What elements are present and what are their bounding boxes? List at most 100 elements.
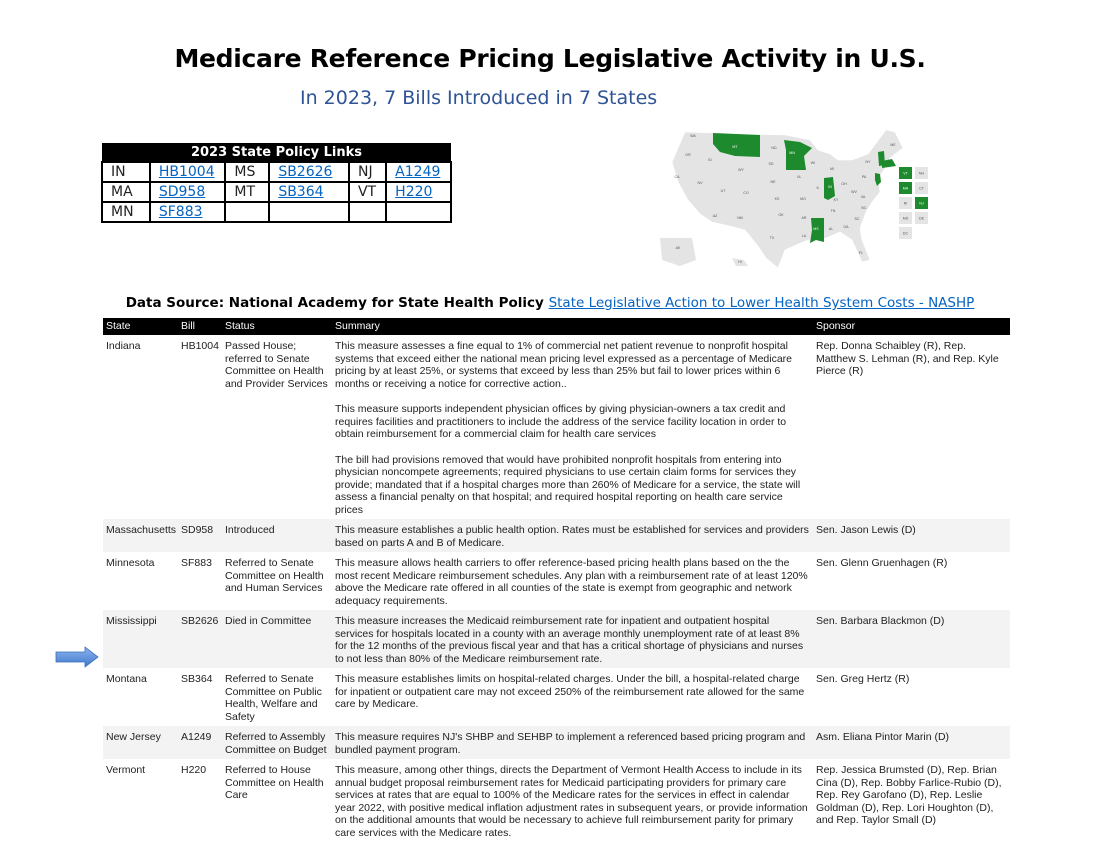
tile-label: DE bbox=[919, 216, 925, 220]
cell-sponsor: Sen. Barbara Blackmon (D) bbox=[813, 610, 1010, 668]
cell-status: Referred to House Committee on Health Ca… bbox=[225, 764, 324, 801]
cell-sponsor: Rep. Donna Schaibley (R), Rep. Matthew S… bbox=[816, 340, 999, 377]
table-row: Mississippi SB2626 Died in Committee This m… bbox=[103, 610, 1010, 668]
bill-link[interactable]: SB364 bbox=[278, 184, 324, 200]
legislation-table: State Bill Status Summary Sponsor Indiana HB1… bbox=[103, 318, 1010, 842]
state-nj-highlight bbox=[875, 173, 881, 186]
cell-bill: H220 bbox=[181, 764, 207, 776]
bill-link[interactable]: SD958 bbox=[158, 184, 206, 200]
cell-status: Referred to Senate Committee on Public H… bbox=[225, 673, 322, 723]
state-label: NM bbox=[737, 216, 743, 220]
state-tile-ct bbox=[915, 182, 928, 194]
state-label: OR bbox=[685, 153, 691, 157]
state-label: TN bbox=[831, 209, 836, 213]
link-bill-cell: A1249 bbox=[385, 161, 452, 183]
state-label: MI bbox=[830, 167, 834, 171]
state-label: AK bbox=[676, 246, 681, 250]
cell-state: Minnesota bbox=[106, 557, 155, 569]
summary-paragraph: This measure establishes a public health… bbox=[335, 524, 809, 549]
state-label: OK bbox=[778, 213, 784, 217]
state-tile-md bbox=[899, 212, 912, 224]
cell-summary: This measure establishes a public health… bbox=[332, 519, 813, 552]
links-table-header: 2023 State Policy Links bbox=[102, 143, 451, 162]
state-label: KY bbox=[834, 198, 839, 202]
tile-label: MD bbox=[903, 216, 909, 220]
summary-paragraph: The bill had provisions removed that wou… bbox=[335, 453, 801, 516]
bill-link[interactable]: H220 bbox=[395, 184, 433, 200]
cell-summary: This measure requires NJ's SHBP and SEHB… bbox=[332, 726, 813, 759]
link-bill-cell: SD958 bbox=[148, 181, 227, 203]
bill-link[interactable]: SF883 bbox=[158, 204, 203, 220]
cell-status: Referred to Assembly Committee on Budget bbox=[222, 726, 332, 759]
state-label: UT bbox=[721, 189, 727, 193]
state-label: SC bbox=[855, 217, 860, 221]
link-state bbox=[224, 201, 271, 223]
cell-state: Vermont bbox=[106, 764, 146, 776]
state-in-highlight bbox=[824, 177, 835, 200]
state-label: AZ bbox=[713, 214, 718, 218]
tile-label: NH bbox=[919, 171, 925, 175]
link-state: NJ bbox=[347, 161, 388, 183]
page-title: Medicare Reference Pricing Legislative A… bbox=[174, 44, 926, 73]
cell-summary: This measure establishes limits on hospi… bbox=[332, 668, 813, 726]
us-state-map: WA OR ID CA NV UT AZ MT WY CO NM ND SD NE KS OK TX MN IA MO… bbox=[660, 129, 928, 269]
state-mt-highlight bbox=[713, 133, 760, 157]
link-state: MA bbox=[101, 181, 151, 203]
state-label: CA bbox=[675, 175, 681, 179]
link-state: IN bbox=[101, 161, 151, 183]
link-bill-cell bbox=[385, 201, 452, 223]
state-label: MN bbox=[789, 151, 795, 155]
table-row: Vermont H220 Referred to House Committee o… bbox=[103, 759, 1010, 842]
alaska-shape bbox=[660, 238, 696, 266]
state-label: IA bbox=[797, 175, 801, 179]
bill-link[interactable]: SB2626 bbox=[278, 164, 333, 180]
state-label: CO bbox=[743, 191, 749, 195]
state-tile-de bbox=[915, 212, 928, 224]
state-label: GA bbox=[843, 225, 849, 229]
column-header: Summary bbox=[332, 318, 813, 335]
state-label: KS bbox=[775, 197, 780, 201]
link-state: VT bbox=[347, 181, 388, 203]
tile-label: VT bbox=[903, 171, 908, 175]
column-header: State bbox=[103, 318, 178, 335]
cell-bill: SB364 bbox=[181, 673, 213, 685]
state-label: MT bbox=[732, 145, 738, 149]
summary-paragraph: This measure increases the Medicaid reim… bbox=[335, 615, 804, 665]
table-row: Minnesota SF883 Referred to Senate Committ… bbox=[103, 552, 1010, 610]
state-label: ND bbox=[771, 146, 777, 150]
summary-paragraph: This measure allows health carriers to o… bbox=[335, 557, 808, 607]
cell-summary: This measure increases the Medicaid reim… bbox=[332, 610, 813, 668]
right-arrow-icon bbox=[55, 646, 99, 668]
state-label: IN bbox=[828, 185, 832, 189]
cell-summary: This measure, among other things, direct… bbox=[332, 759, 813, 842]
nashp-link[interactable]: State Legislative Action to Lower Health… bbox=[548, 295, 975, 311]
state-tile-ma bbox=[899, 182, 912, 194]
us-outline bbox=[671, 129, 904, 269]
link-bill-cell: H220 bbox=[385, 181, 452, 203]
hawaii-shape bbox=[732, 258, 748, 266]
cell-status: Died in Committee bbox=[222, 610, 332, 668]
state-label: WI bbox=[811, 161, 815, 165]
cell-state: New Jersey bbox=[103, 726, 178, 759]
summary-paragraph: This measure assesses a fine equal to 1%… bbox=[335, 340, 793, 390]
column-header: Bill bbox=[178, 318, 222, 335]
bill-link[interactable]: A1249 bbox=[395, 164, 441, 180]
cell-status: Referred to Senate Committee on Health a… bbox=[225, 557, 324, 594]
state-ma-highlight bbox=[882, 159, 896, 168]
cell-state: Indiana bbox=[106, 340, 141, 352]
table-row: New Jersey A1249 Referred to Assembly Comm… bbox=[103, 726, 1010, 759]
cell-sponsor: Sen. Glenn Gruenhagen (R) bbox=[816, 557, 948, 569]
state-label: WY bbox=[738, 168, 744, 172]
state-label: HI bbox=[738, 260, 742, 264]
cell-state: Massachusetts bbox=[103, 519, 178, 552]
bill-link[interactable]: HB1004 bbox=[158, 164, 215, 180]
cell-state: Mississippi bbox=[103, 610, 178, 668]
table-row: Indiana HB1004 Passed House; referred to S… bbox=[103, 335, 1010, 519]
links-row: MN SF883 bbox=[101, 201, 452, 223]
state-label: MS bbox=[813, 227, 819, 231]
cell-summary: This measure allows health carriers to o… bbox=[332, 552, 813, 610]
cell-bill: HB1004 bbox=[181, 340, 219, 352]
state-label: AR bbox=[802, 216, 807, 220]
state-label: VA bbox=[861, 195, 866, 199]
column-header: Sponsor bbox=[813, 318, 1010, 335]
